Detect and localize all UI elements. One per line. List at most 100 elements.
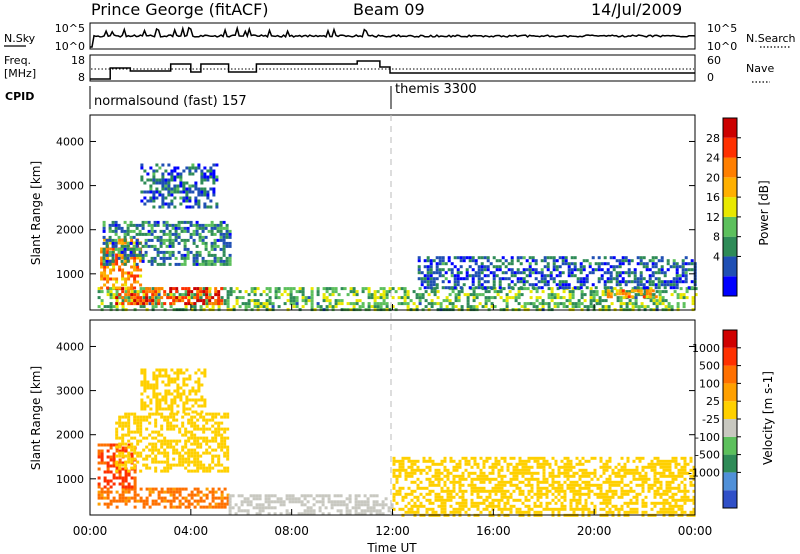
echo-cell bbox=[636, 283, 640, 287]
echo-cell bbox=[660, 268, 664, 272]
echo-cell bbox=[428, 489, 432, 493]
echo-cell bbox=[312, 503, 316, 507]
echo-cell bbox=[277, 290, 281, 294]
echo-cell bbox=[115, 299, 119, 303]
echo-cell bbox=[158, 178, 162, 182]
echo-cell bbox=[577, 299, 581, 303]
echo-cell bbox=[694, 293, 698, 297]
echo-cell bbox=[543, 277, 547, 281]
echo-cell bbox=[557, 489, 561, 493]
echo-cell bbox=[109, 247, 113, 251]
echo-cell bbox=[413, 480, 417, 484]
echo-cell bbox=[568, 296, 572, 300]
echo-cell bbox=[176, 386, 180, 390]
echo-cell bbox=[120, 247, 124, 251]
echo-cell bbox=[140, 163, 144, 167]
echo-cell bbox=[589, 287, 593, 291]
echo-cell bbox=[645, 286, 649, 290]
echo-cell bbox=[310, 299, 314, 303]
echo-cell bbox=[208, 299, 212, 303]
echo-cell bbox=[199, 490, 203, 494]
echo-cell bbox=[154, 466, 158, 470]
echo-cell bbox=[470, 456, 474, 460]
echo-cell bbox=[143, 404, 147, 408]
echo-cell bbox=[596, 486, 600, 490]
echo-cell bbox=[160, 442, 164, 446]
echo-cell bbox=[133, 256, 137, 260]
echo-cell bbox=[567, 265, 571, 269]
echo-cell bbox=[172, 493, 176, 497]
echo-cell bbox=[168, 223, 172, 227]
echo-cell bbox=[567, 271, 571, 275]
echo-cell bbox=[506, 501, 510, 505]
echo-cell bbox=[310, 290, 314, 294]
echo-cell bbox=[488, 465, 492, 469]
echo-cell bbox=[109, 268, 113, 272]
echo-cell bbox=[438, 262, 442, 266]
echo-cell bbox=[649, 287, 653, 291]
echo-cell bbox=[372, 509, 376, 513]
echo-cell bbox=[115, 476, 119, 480]
echo-cell bbox=[220, 299, 224, 303]
echo-cell bbox=[379, 293, 383, 297]
echo-cell bbox=[494, 456, 498, 460]
echo-cell bbox=[100, 493, 104, 497]
echo-cell bbox=[142, 448, 146, 452]
echo-cell bbox=[259, 302, 263, 306]
echo-cell bbox=[521, 471, 525, 475]
echo-cell bbox=[675, 268, 679, 272]
echo-cell bbox=[644, 474, 648, 478]
echo-cell bbox=[589, 299, 593, 303]
echo-cell bbox=[555, 259, 559, 263]
echo-cell bbox=[603, 256, 607, 260]
echo-cell bbox=[459, 277, 463, 281]
echo-cell bbox=[390, 503, 394, 507]
echo-cell bbox=[501, 256, 505, 260]
echo-cell bbox=[226, 451, 230, 455]
echo-cell bbox=[121, 439, 125, 443]
echo-cell bbox=[200, 193, 204, 197]
echo-cell bbox=[531, 286, 535, 290]
echo-cell bbox=[556, 296, 560, 300]
echo-cell bbox=[181, 287, 185, 291]
echo-cell bbox=[185, 395, 189, 399]
echo-cell bbox=[662, 459, 666, 463]
echo-cell bbox=[228, 256, 232, 260]
echo-cell bbox=[428, 498, 432, 502]
echo-cell bbox=[690, 268, 694, 272]
echo-cell bbox=[452, 474, 456, 478]
power-colorbar-label: Power [dB] bbox=[757, 180, 771, 245]
echo-cell bbox=[628, 290, 632, 294]
echo-cell bbox=[453, 280, 457, 284]
echo-cell bbox=[548, 501, 552, 505]
echo-cell bbox=[574, 302, 578, 306]
echo-cell bbox=[145, 499, 149, 503]
echo-cell bbox=[106, 286, 110, 290]
echo-cell bbox=[665, 480, 669, 484]
echo-cell bbox=[425, 507, 429, 511]
echo-cell bbox=[495, 259, 499, 263]
echo-cell bbox=[403, 293, 407, 297]
echo-cell bbox=[103, 238, 107, 242]
echo-cell bbox=[154, 499, 158, 503]
echo-cell bbox=[447, 280, 451, 284]
echo-cell bbox=[422, 495, 426, 499]
echo-cell bbox=[112, 296, 116, 300]
echo-cell bbox=[674, 498, 678, 502]
echo-cell bbox=[638, 456, 642, 460]
echo-cell bbox=[112, 455, 116, 459]
echo-cell bbox=[169, 463, 173, 467]
echo-cell bbox=[626, 492, 630, 496]
echo-cell bbox=[300, 500, 304, 504]
echo-cell bbox=[640, 287, 644, 291]
echo-cell bbox=[169, 412, 173, 416]
echo-cell bbox=[671, 480, 675, 484]
echo-cell bbox=[121, 415, 125, 419]
echo-cell bbox=[202, 299, 206, 303]
echo-cell bbox=[303, 509, 307, 513]
echo-cell bbox=[476, 486, 480, 490]
echo-cell bbox=[498, 277, 502, 281]
echo-cell bbox=[187, 463, 191, 467]
echo-cell bbox=[667, 302, 671, 306]
echo-cell bbox=[620, 480, 624, 484]
